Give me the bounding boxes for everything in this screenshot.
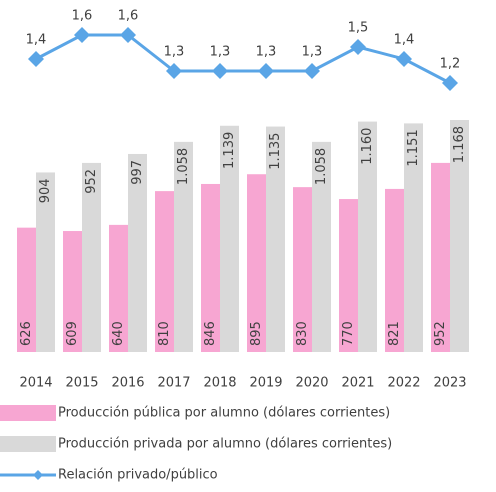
- x-tick-label: 2022: [387, 376, 420, 391]
- x-tick-label: 2023: [433, 376, 466, 391]
- marker: [304, 63, 320, 79]
- x-tick-label: 2014: [19, 376, 52, 391]
- bar: [404, 123, 423, 352]
- data-label: 1,3: [302, 45, 323, 60]
- data-label: 1.058: [176, 148, 191, 185]
- data-label: 1,4: [394, 33, 415, 48]
- marker: [396, 51, 412, 67]
- bar: [312, 141, 331, 352]
- x-tick-label: 2017: [157, 376, 190, 391]
- bar: [266, 126, 285, 352]
- marker: [166, 63, 182, 79]
- bar: [109, 224, 128, 352]
- legend-swatch: [0, 405, 56, 421]
- data-label: 1.058: [314, 148, 329, 185]
- bar: [339, 199, 358, 352]
- marker: [442, 75, 458, 91]
- marker: [74, 27, 90, 43]
- data-label: 952: [433, 321, 448, 346]
- data-label: 810: [157, 321, 172, 346]
- x-tick-label: 2018: [203, 376, 236, 391]
- data-label: 626: [19, 321, 34, 346]
- data-label: 1.135: [268, 133, 283, 170]
- data-label: 1.151: [406, 129, 421, 166]
- x-tick-label: 2016: [111, 376, 144, 391]
- data-label: 895: [249, 321, 264, 346]
- data-label: 1.168: [452, 126, 467, 163]
- legend-marker: [33, 470, 43, 480]
- marker: [350, 39, 366, 55]
- bar: [385, 188, 404, 352]
- bar: [201, 183, 220, 352]
- bar: [358, 121, 377, 352]
- legend-label: Producción pública por alumno (dólares c…: [58, 406, 390, 421]
- data-label: 1.160: [360, 128, 375, 165]
- legend-swatch: [0, 436, 56, 452]
- data-label: 1,6: [118, 9, 139, 24]
- bar: [36, 172, 55, 352]
- data-label: 1.139: [222, 132, 237, 169]
- x-tick-label: 2020: [295, 376, 328, 391]
- data-label: 952: [84, 169, 99, 194]
- data-label: 821: [387, 321, 402, 346]
- x-tick-label: 2019: [249, 376, 282, 391]
- bar: [431, 162, 450, 352]
- data-label: 609: [65, 321, 80, 346]
- data-label: 1,2: [440, 57, 461, 72]
- data-label: 640: [111, 321, 126, 346]
- bar: [174, 141, 193, 352]
- marker: [120, 27, 136, 43]
- x-tick-label: 2015: [65, 376, 98, 391]
- marker: [258, 63, 274, 79]
- bar: [450, 120, 469, 352]
- data-label: 1,5: [348, 21, 369, 36]
- data-label: 846: [203, 321, 218, 346]
- legend-label: Relación privado/público: [58, 468, 218, 483]
- data-label: 1,3: [164, 45, 185, 60]
- marker: [212, 63, 228, 79]
- data-label: 904: [38, 178, 53, 203]
- x-tick-label: 2021: [341, 376, 374, 391]
- data-label: 1,3: [210, 45, 231, 60]
- bar: [247, 174, 266, 352]
- bar: [293, 187, 312, 352]
- bar: [82, 162, 101, 352]
- marker: [28, 51, 44, 67]
- bar: [63, 231, 82, 352]
- data-label: 997: [130, 160, 145, 185]
- legend-label: Producción privada por alumno (dólares c…: [58, 437, 392, 452]
- data-label: 830: [295, 321, 310, 346]
- bar: [155, 191, 174, 352]
- bar: [128, 153, 147, 352]
- data-label: 770: [341, 321, 356, 346]
- line: [35, 33, 451, 85]
- data-label: 1,3: [256, 45, 277, 60]
- data-label: 1,6: [72, 9, 93, 24]
- bar: [220, 125, 239, 352]
- data-label: 1,4: [26, 33, 47, 48]
- bar: [17, 227, 36, 352]
